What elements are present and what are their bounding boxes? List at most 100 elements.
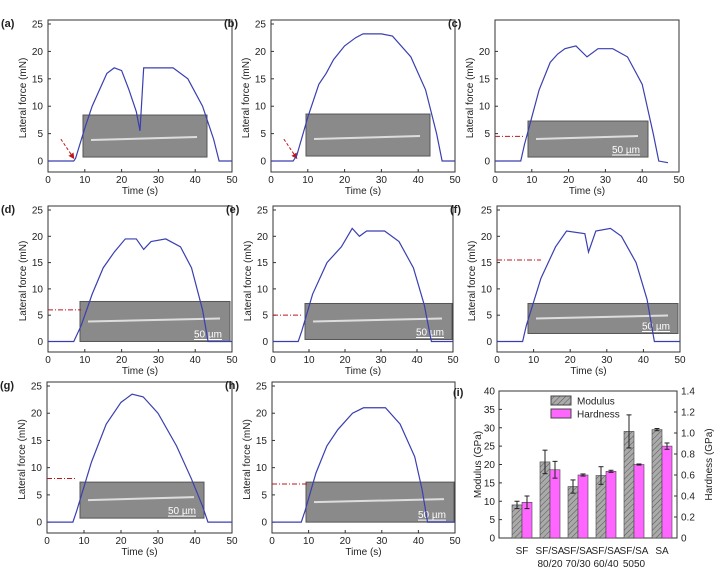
- panel-label: (h): [225, 380, 239, 392]
- category-label: SF/SA: [536, 546, 565, 557]
- x-tick-label: 40: [413, 536, 425, 547]
- x-axis-label: Time (s): [570, 366, 606, 377]
- y-tick-label: 5: [484, 129, 490, 140]
- y-tick-label: 5: [489, 515, 495, 526]
- y-tick-label: 10: [255, 102, 267, 113]
- y-axis-label: Lateral force (mN): [242, 419, 253, 500]
- y-axis-label: Lateral force (mN): [18, 58, 29, 139]
- x-tick-label: 40: [637, 175, 649, 186]
- panel-label: (d): [1, 204, 15, 216]
- x-tick-label: 20: [116, 175, 128, 186]
- category-label: SF/SA: [564, 546, 593, 557]
- y-tick-label: 10: [257, 284, 269, 295]
- x-tick-label: 0: [494, 355, 500, 366]
- category-label: SF/SA: [592, 546, 621, 557]
- y-axis-label: Lateral force (mN): [241, 58, 252, 139]
- y2-tick-label: 1.2: [681, 408, 695, 419]
- scratch-track: [90, 136, 198, 142]
- x-tick-label: 40: [190, 355, 202, 366]
- y2-tick-label: 0.6: [681, 471, 695, 482]
- sem-inset-image: [305, 113, 431, 157]
- x-tick-label: 50: [674, 355, 686, 366]
- x-tick-label: 20: [339, 355, 351, 366]
- y-axis-label: Lateral force (mN): [243, 241, 254, 322]
- panel-e: 0 10 20 30 40 50 0 5 10 15 20 25 Time (s) Lateral for…: [226, 204, 459, 377]
- x-tick-label: 0: [268, 175, 274, 186]
- x-tick-label: 50: [226, 355, 238, 366]
- y-tick-label: 0: [37, 337, 43, 348]
- y-tick-label: 20: [256, 409, 268, 420]
- panel-label: (i): [453, 387, 464, 399]
- category-label-line2: 80/20: [537, 559, 562, 570]
- y-tick-label: 20: [481, 232, 493, 243]
- bar-modulus: [511, 504, 523, 539]
- x-axis-label: Time (s): [122, 186, 158, 197]
- y-tick-label: 10: [481, 284, 493, 295]
- y2-tick-label: 1.0: [681, 429, 695, 440]
- x-axis-label: Time (s): [345, 547, 381, 558]
- y-tick-label: 15: [255, 74, 267, 85]
- x-axis-label: Time (s): [569, 186, 605, 197]
- plot-frame: [46, 381, 233, 534]
- y-tick-label: 15: [481, 258, 493, 269]
- y-tick-label: 20: [32, 232, 44, 243]
- panel-label: (c): [448, 18, 462, 30]
- bar-hardness: [577, 474, 589, 539]
- y2-tick-label: 0.2: [681, 513, 695, 524]
- x-tick-label: 50: [449, 175, 461, 186]
- plot-frame: [496, 205, 681, 353]
- scratch-track: [313, 498, 445, 504]
- bar-hardness: [661, 445, 673, 539]
- y2-tick-label: 0: [681, 534, 687, 545]
- y-tick-label: 0: [36, 518, 42, 529]
- y-tick-label: 20: [255, 47, 267, 58]
- x-tick-label: 40: [411, 355, 423, 366]
- y-tick-label: 0: [37, 157, 43, 168]
- x-tick-label: 0: [270, 355, 276, 366]
- sem-inset-image: [82, 114, 208, 158]
- data-line: [497, 227, 680, 343]
- y-tick-label: 5: [36, 490, 42, 501]
- y-tick-label: 10: [479, 102, 491, 113]
- y-tick-label: 0: [489, 534, 495, 545]
- category-label-line2: 70/30: [565, 559, 590, 570]
- scale-bar-label: 50 µm: [418, 510, 446, 521]
- x-tick-label: 50: [226, 175, 238, 186]
- scratch-track: [87, 317, 221, 323]
- y-tick-label: 20: [479, 47, 491, 58]
- y-tick-label: 20: [32, 47, 44, 58]
- y-tick-label: 15: [31, 436, 43, 447]
- panel-f: 0 10 20 30 40 50 0 5 10 15 20 25 Time (s) Lateral for…: [450, 204, 686, 377]
- y-tick-label: 5: [260, 129, 266, 140]
- y-tick-label: 15: [256, 436, 268, 447]
- y-axis-label: Lateral force (mN): [467, 241, 478, 322]
- x-tick-label: 20: [339, 175, 351, 186]
- y-tick-label: 0: [262, 337, 268, 348]
- bar-modulus: [595, 475, 607, 539]
- x-tick-label: 20: [116, 355, 128, 366]
- y-tick-label: 5: [262, 311, 268, 322]
- y-axis-label: Lateral force (mN): [17, 419, 28, 500]
- y-tick-label: 0: [484, 157, 490, 168]
- x-tick-label: 50: [447, 355, 459, 366]
- y-axis-label: Lateral force (mN): [18, 241, 29, 322]
- scratch-track: [87, 496, 195, 502]
- x-tick-label: 10: [528, 355, 540, 366]
- panel-i: 0 5 10 15 20 25 30 35 40 0 0.2 0.4 0.6 0.8 1.0 1.2 1.4 Mo…: [453, 387, 715, 571]
- x-tick-label: 50: [449, 536, 461, 547]
- scratch-track: [313, 135, 421, 141]
- x-tick-label: 40: [638, 355, 650, 366]
- y-tick-label: 15: [32, 74, 44, 85]
- scratch-track: [312, 317, 443, 323]
- scale-bar-label: 50 µm: [194, 329, 222, 340]
- plot-frame: [271, 381, 456, 534]
- category-label: SF/SA: [620, 546, 649, 557]
- panel-h: 0 10 20 30 40 50 0 5 10 15 20 25 Time (s) Lateral for…: [225, 380, 461, 558]
- panel-a: 0 10 20 30 40 50 0 5 10 15 20 25 Time (s) Lateral for…: [1, 18, 238, 197]
- plot-frame: [47, 205, 233, 353]
- y-tick-label: 10: [32, 284, 44, 295]
- x-tick-label: 20: [565, 355, 577, 366]
- panel-label: (g): [0, 380, 14, 392]
